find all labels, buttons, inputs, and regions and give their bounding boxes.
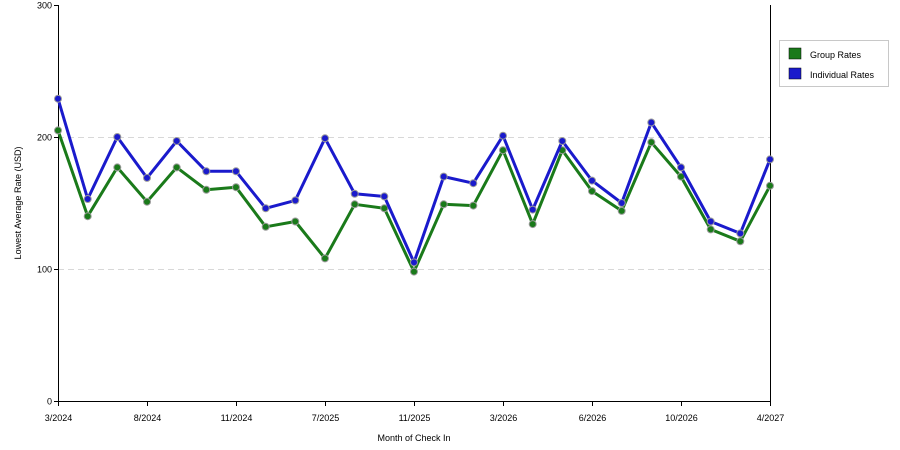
data-point-group-rates-1 bbox=[83, 212, 92, 221]
legend-label-group-rates: Group Rates bbox=[810, 50, 862, 60]
y-axis-title: Lowest Average Rate (USD) bbox=[13, 147, 23, 260]
data-point-group-rates-18 bbox=[588, 187, 596, 196]
y-tick-label-300: 300 bbox=[37, 1, 52, 11]
series-line-group-rates bbox=[56, 128, 772, 274]
data-point-individual-rates-24 bbox=[766, 155, 774, 164]
data-point-individual-rates-11 bbox=[380, 192, 389, 201]
legend-label-individual-rates: Individual Rates bbox=[810, 70, 875, 80]
legend: Group Rates Individual Rates bbox=[779, 40, 889, 87]
legend-swatch-group-rates bbox=[788, 47, 802, 60]
data-point-individual-rates-9 bbox=[321, 134, 329, 143]
data-point-group-rates-6 bbox=[232, 183, 240, 192]
data-point-group-rates-5 bbox=[202, 185, 211, 194]
data-point-individual-rates-21 bbox=[677, 163, 685, 172]
data-point-group-rates-10 bbox=[350, 200, 359, 209]
data-point-individual-rates-22 bbox=[706, 217, 715, 226]
y-tick-label-0: 0 bbox=[47, 397, 52, 407]
data-point-individual-rates-2 bbox=[113, 133, 122, 141]
data-point-group-rates-3 bbox=[143, 197, 151, 206]
x-tick-label-6-2026: 6/2026 bbox=[579, 413, 607, 423]
data-point-group-rates-20 bbox=[647, 138, 656, 147]
data-point-group-rates-16 bbox=[528, 220, 537, 229]
data-point-group-rates-12 bbox=[410, 267, 418, 276]
data-point-individual-rates-20 bbox=[647, 118, 656, 127]
data-point-individual-rates-4 bbox=[172, 137, 181, 145]
data-point-individual-rates-19 bbox=[617, 199, 626, 207]
data-point-individual-rates-12 bbox=[410, 258, 418, 267]
series bbox=[54, 94, 774, 276]
data-point-group-rates-7 bbox=[261, 222, 270, 231]
data-point-group-rates-0 bbox=[54, 126, 62, 135]
x-tick-label-10-2026: 10/2026 bbox=[665, 413, 698, 423]
axes bbox=[58, 5, 771, 402]
data-point-group-rates-14 bbox=[469, 201, 478, 210]
data-point-group-rates-11 bbox=[380, 204, 389, 213]
data-point-group-rates-9 bbox=[321, 254, 329, 263]
x-tick-label-3-2026: 3/2026 bbox=[490, 413, 518, 423]
data-point-group-rates-8 bbox=[291, 217, 300, 226]
x-tick-label-7-2025: 7/2025 bbox=[312, 413, 340, 423]
y-tick-label-200: 200 bbox=[37, 133, 52, 143]
x-tick-label-11-2025: 11/2025 bbox=[399, 413, 431, 423]
x-tick-label-4-2027: 4/2027 bbox=[757, 413, 785, 423]
data-point-individual-rates-23 bbox=[736, 229, 745, 238]
data-point-individual-rates-1 bbox=[83, 195, 92, 203]
x-tick-label-3-2024: 3/2024 bbox=[45, 413, 73, 423]
series-group-rates bbox=[54, 126, 774, 276]
data-point-individual-rates-10 bbox=[350, 189, 359, 198]
data-point-individual-rates-7 bbox=[261, 204, 270, 213]
data-point-group-rates-13 bbox=[439, 200, 448, 209]
data-point-individual-rates-18 bbox=[588, 176, 596, 185]
data-point-individual-rates-16 bbox=[528, 205, 537, 214]
data-point-group-rates-19 bbox=[617, 206, 626, 215]
x-tick-label-11-2024: 11/2024 bbox=[221, 413, 253, 423]
data-point-group-rates-24 bbox=[766, 181, 774, 190]
data-point-individual-rates-13 bbox=[439, 172, 448, 181]
data-point-group-rates-2 bbox=[113, 163, 122, 172]
data-point-individual-rates-6 bbox=[232, 167, 240, 176]
data-point-group-rates-23 bbox=[736, 237, 745, 246]
data-point-individual-rates-17 bbox=[558, 137, 567, 145]
x-ticks: 3/2024 8/2024 11/2024 7/2025 11/2025 3/2026 6/… bbox=[45, 401, 785, 423]
data-point-group-rates-15 bbox=[499, 146, 507, 155]
data-point-individual-rates-0 bbox=[54, 94, 62, 103]
y-tick-label-100: 100 bbox=[37, 265, 52, 275]
x-tick-label-8-2024: 8/2024 bbox=[134, 413, 162, 423]
data-point-individual-rates-8 bbox=[291, 196, 300, 205]
series-individual-rates bbox=[54, 94, 774, 267]
data-point-individual-rates-3 bbox=[143, 173, 151, 182]
data-point-group-rates-22 bbox=[706, 225, 715, 234]
data-point-individual-rates-15 bbox=[499, 131, 507, 140]
legend-swatch-individual-rates bbox=[788, 67, 802, 80]
y-ticks: 0 100 200 300 bbox=[37, 1, 58, 407]
data-point-individual-rates-5 bbox=[202, 167, 211, 176]
x-axis-title: Month of Check In bbox=[377, 433, 450, 443]
data-point-group-rates-4 bbox=[172, 163, 181, 172]
data-point-individual-rates-14 bbox=[469, 179, 478, 188]
